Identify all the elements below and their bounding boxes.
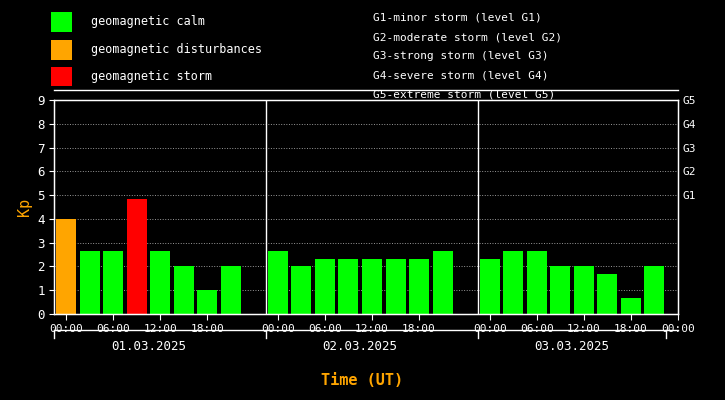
Bar (221, 266, 241, 314)
Bar (150, 250, 170, 314)
Text: G2-moderate storm (level G2): G2-moderate storm (level G2) (373, 32, 563, 42)
Bar (503, 250, 523, 314)
Text: geomagnetic storm: geomagnetic storm (91, 70, 212, 83)
Text: G3-strong storm (level G3): G3-strong storm (level G3) (373, 51, 549, 61)
Bar (339, 258, 358, 314)
Bar (573, 266, 594, 314)
Text: geomagnetic disturbances: geomagnetic disturbances (91, 44, 262, 56)
Bar (433, 250, 452, 314)
Bar (550, 266, 571, 314)
Bar (409, 258, 429, 314)
Y-axis label: Kp: Kp (17, 198, 32, 216)
Bar (56, 219, 76, 314)
Bar (268, 250, 288, 314)
Text: 02.03.2025: 02.03.2025 (323, 340, 398, 352)
Bar (197, 290, 218, 314)
Bar (597, 274, 617, 314)
Bar (174, 266, 194, 314)
Bar (526, 250, 547, 314)
Text: G4-severe storm (level G4): G4-severe storm (level G4) (373, 70, 549, 81)
Bar (315, 258, 335, 314)
Text: 01.03.2025: 01.03.2025 (111, 340, 186, 352)
Bar (645, 266, 664, 314)
Bar (386, 258, 405, 314)
Bar (362, 258, 382, 314)
Text: Time (UT): Time (UT) (321, 373, 404, 388)
Bar (621, 298, 641, 314)
Text: 03.03.2025: 03.03.2025 (534, 340, 610, 352)
Text: G1-minor storm (level G1): G1-minor storm (level G1) (373, 13, 542, 23)
Text: G5-extreme storm (level G5): G5-extreme storm (level G5) (373, 90, 555, 100)
Bar (80, 250, 99, 314)
Bar (291, 266, 312, 314)
Bar (127, 199, 146, 314)
Text: geomagnetic calm: geomagnetic calm (91, 16, 204, 28)
Bar (103, 250, 123, 314)
Bar (480, 258, 500, 314)
